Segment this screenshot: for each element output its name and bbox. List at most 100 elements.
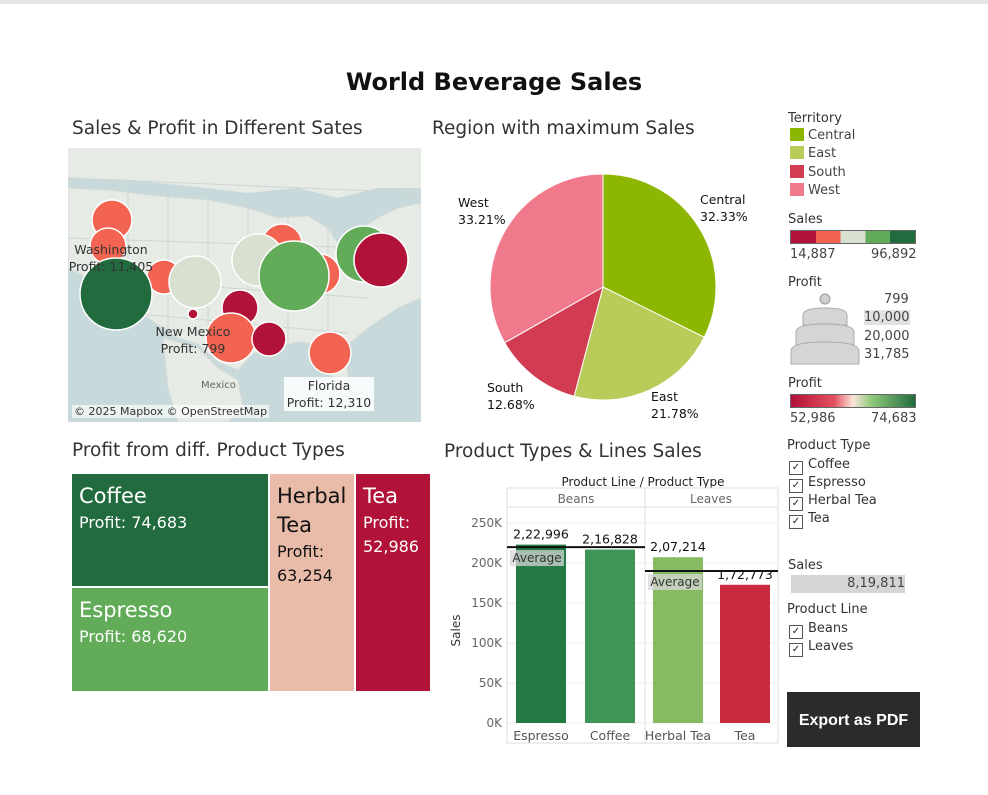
pie-slice-south[interactable] — [504, 285, 604, 397]
bar-espresso[interactable] — [516, 544, 566, 723]
map-copyright: © 2025 Mapbox © OpenStreetMap — [72, 405, 270, 418]
swatch-icon — [790, 183, 804, 196]
pie-label-east: East 21.78% — [651, 389, 699, 421]
legend-item-south[interactable]: South — [790, 165, 846, 180]
legend-item-west[interactable]: West — [790, 183, 840, 198]
x-tick-label: Herbal Tea — [645, 728, 711, 743]
map-bubble[interactable] — [251, 321, 287, 357]
legend-item-central[interactable]: Central — [790, 128, 855, 143]
pie-slice-west[interactable] — [489, 173, 604, 344]
sales-range-slider[interactable]: 8,19,811 — [791, 575, 905, 593]
pie-label-west: West 33.21% — [458, 195, 506, 227]
plot-frame — [506, 487, 779, 744]
pie-title: Region with maximum Sales — [432, 118, 695, 139]
y-tick-label: 250K — [471, 516, 503, 530]
group-label-beans: Beans — [558, 492, 595, 506]
top-border — [0, 0, 988, 4]
y-tick-label: 0K — [486, 716, 503, 730]
filter-product-line-leaves[interactable]: ✓ Leaves — [789, 639, 853, 657]
average-label-bg — [648, 574, 702, 591]
average-label-bg — [510, 550, 564, 567]
dashboard-title: World Beverage Sales — [345, 68, 643, 96]
checkbox-icon: ✓ — [789, 625, 803, 639]
checkbox-icon: ✓ — [789, 643, 803, 657]
map-bubble[interactable] — [258, 240, 330, 312]
y-tick-label: 150K — [471, 596, 503, 610]
pie-label-central: Central 32.33% — [700, 192, 748, 224]
legend-item-east[interactable]: East — [790, 146, 836, 161]
map-bubble[interactable] — [79, 257, 153, 331]
map-canvas: Mexico — [68, 148, 421, 422]
map-bubbles — [79, 199, 409, 375]
bar-coffee[interactable] — [585, 549, 635, 723]
map-label-washington: Washington Profit: 11,405 — [68, 242, 154, 274]
y-tick-label: 100K — [471, 636, 503, 650]
sales-color-max: 96,892 — [871, 247, 917, 262]
country-label: Mexico — [201, 380, 236, 391]
group-label-leaves: Leaves — [690, 492, 732, 506]
pie-slice-central[interactable] — [602, 173, 717, 338]
profit-color-min: 52,986 — [790, 411, 836, 426]
treemap-cell-espresso[interactable]: Espresso Profit: 68,620 — [72, 588, 268, 691]
bar-chart-header: Product Line / Product Type — [562, 475, 725, 489]
checkbox-icon: ✓ — [789, 497, 803, 511]
map-bubble[interactable] — [353, 232, 409, 288]
map-bubble[interactable] — [308, 331, 352, 375]
profit-color-max: 74,683 — [871, 411, 917, 426]
product-line-filter-title: Product Line — [787, 602, 868, 617]
checkbox-icon: ✓ — [789, 515, 803, 529]
bar-value-label: 1,72,773 — [717, 567, 773, 582]
treemap-cell-tea[interactable]: Tea Profit: 52,986 — [356, 474, 430, 691]
sales-filter-title: Sales — [788, 558, 823, 573]
swatch-icon — [790, 128, 804, 141]
bar-chart-title: Product Types & Lines Sales — [444, 441, 702, 462]
territory-legend-title: Territory — [788, 111, 842, 126]
profit-size-10000: 10,000 — [864, 310, 910, 325]
pie-chart[interactable] — [430, 165, 780, 435]
profit-size-legend-title: Profit — [788, 275, 822, 290]
profit-color-legend-title: Profit — [788, 376, 822, 391]
bar-value-label: 2,22,996 — [513, 527, 569, 542]
filter-product-line-beans[interactable]: ✓ Beans — [789, 621, 848, 639]
sales-bar-chart[interactable]: Product Line / Product Type Beans Leaves 0K… — [440, 470, 785, 750]
profit-size-799: 799 — [884, 292, 909, 307]
profit-size-20000: 20,000 — [864, 329, 910, 344]
treemap-title: Profit from diff. Product Types — [72, 440, 345, 461]
bar-value-label: 2,16,828 — [582, 532, 638, 547]
map-title: Sales & Profit in Different Sates — [72, 118, 363, 139]
pie-label-south: South 12.68% — [487, 380, 535, 412]
filter-product-type-coffee[interactable]: ✓ Coffee — [789, 457, 850, 475]
sales-color-gradient — [790, 230, 916, 244]
x-tick-label: Coffee — [590, 728, 631, 743]
treemap-cell-coffee[interactable]: Coffee Profit: 74,683 — [72, 474, 268, 586]
profit-size-31785: 31,785 — [864, 347, 910, 362]
checkbox-icon: ✓ — [789, 461, 803, 475]
average-label: Average — [650, 575, 699, 589]
x-tick-label: Espresso — [513, 728, 569, 743]
y-tick-label: 200K — [471, 556, 503, 570]
map-label-new-mexico: New Mexico Profit: 799 — [155, 324, 231, 356]
pie-slice-east[interactable] — [573, 286, 705, 401]
y-tick-label: 50K — [479, 676, 503, 690]
sales-color-min: 14,887 — [790, 247, 836, 262]
state-map[interactable]: Mexico — [68, 148, 421, 422]
map-label-florida: Florida Profit: 12,310 — [284, 377, 374, 411]
export-pdf-button[interactable]: Export as PDF — [787, 692, 920, 747]
filter-product-type-herbal-tea[interactable]: ✓ Herbal Tea — [789, 493, 877, 511]
checkbox-icon: ✓ — [789, 479, 803, 493]
average-label: Average — [512, 551, 561, 565]
x-tick-label: Tea — [734, 728, 756, 743]
bar-tea[interactable] — [720, 584, 770, 723]
swatch-icon — [790, 165, 804, 178]
y-axis-label: Sales — [449, 615, 463, 647]
treemap-cell-herbal-tea[interactable]: Herbal Tea Profit: 63,254 — [270, 474, 354, 691]
bar-value-label: 2,07,214 — [650, 539, 706, 554]
map-bubble[interactable] — [187, 308, 199, 320]
filter-product-type-espresso[interactable]: ✓ Espresso — [789, 475, 866, 493]
filter-product-type-tea[interactable]: ✓ Tea — [789, 511, 830, 529]
profit-size-circles — [790, 293, 860, 365]
profit-treemap: Coffee Profit: 74,683 Espresso Profit: 6… — [72, 474, 430, 691]
map-bubble[interactable] — [168, 255, 222, 309]
profit-color-gradient — [790, 394, 916, 408]
